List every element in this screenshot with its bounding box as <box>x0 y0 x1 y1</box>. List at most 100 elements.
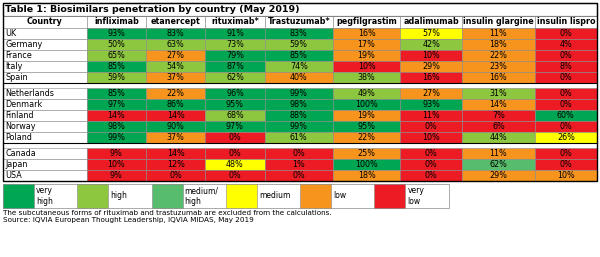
Text: 79%: 79% <box>226 51 244 60</box>
Text: 90%: 90% <box>167 122 185 131</box>
Text: Trastuzumab*: Trastuzumab* <box>268 17 330 26</box>
Text: 62%: 62% <box>226 73 244 82</box>
Text: 57%: 57% <box>422 29 440 38</box>
Text: 97%: 97% <box>226 122 244 131</box>
Text: low: low <box>333 191 346 200</box>
Bar <box>3 72 86 83</box>
Bar <box>463 88 535 99</box>
Text: 16%: 16% <box>422 73 440 82</box>
Bar <box>463 132 535 143</box>
Text: 11%: 11% <box>490 29 508 38</box>
Bar <box>146 148 205 159</box>
Bar <box>463 28 535 39</box>
Bar <box>400 99 463 110</box>
Text: 96%: 96% <box>226 89 244 98</box>
Bar <box>205 50 265 61</box>
Bar <box>333 50 400 61</box>
Bar <box>400 170 463 181</box>
Bar <box>535 88 597 99</box>
Text: Norway: Norway <box>5 122 35 131</box>
Text: 1%: 1% <box>292 160 305 169</box>
Text: Finland: Finland <box>5 111 34 120</box>
Bar <box>463 39 535 50</box>
Text: 65%: 65% <box>107 51 125 60</box>
Bar <box>146 99 205 110</box>
Text: pegfilgrastim: pegfilgrastim <box>336 17 397 26</box>
Text: 12%: 12% <box>167 160 185 169</box>
Bar <box>205 121 265 132</box>
Bar <box>205 110 265 121</box>
Bar <box>265 148 333 159</box>
Bar <box>3 99 86 110</box>
Bar <box>265 99 333 110</box>
Bar <box>463 50 535 61</box>
Bar <box>400 72 463 83</box>
Bar <box>463 99 535 110</box>
Bar <box>535 159 597 170</box>
Bar <box>333 39 400 50</box>
Bar <box>205 170 265 181</box>
Bar <box>400 121 463 132</box>
Text: 0%: 0% <box>559 29 572 38</box>
Text: 19%: 19% <box>358 51 376 60</box>
Bar <box>463 110 535 121</box>
Text: 31%: 31% <box>490 89 508 98</box>
Bar <box>400 148 463 159</box>
Text: very
low: very low <box>407 186 424 206</box>
Text: medium/
high: medium/ high <box>185 186 218 206</box>
Text: 44%: 44% <box>490 133 508 142</box>
Bar <box>3 184 34 208</box>
Bar <box>3 132 86 143</box>
Bar <box>205 159 265 170</box>
Bar <box>3 121 86 132</box>
Text: high: high <box>110 191 127 200</box>
Bar <box>205 148 265 159</box>
Bar <box>86 61 146 72</box>
Bar <box>3 28 86 39</box>
Bar <box>3 184 449 208</box>
Bar <box>333 132 400 143</box>
Bar <box>151 184 182 208</box>
Text: France: France <box>5 51 32 60</box>
Text: 18%: 18% <box>358 171 376 180</box>
Bar <box>265 159 333 170</box>
Bar <box>77 184 109 208</box>
Text: 83%: 83% <box>167 29 185 38</box>
Text: 85%: 85% <box>107 89 125 98</box>
Text: 50%: 50% <box>107 40 125 49</box>
Bar <box>463 148 535 159</box>
Text: 0%: 0% <box>229 171 241 180</box>
Bar <box>265 39 333 50</box>
Text: 0%: 0% <box>559 73 572 82</box>
Bar <box>146 50 205 61</box>
Bar <box>86 148 146 159</box>
Text: Table 1: Biosimilars penetration by country (May 2019): Table 1: Biosimilars penetration by coun… <box>5 5 299 14</box>
Bar <box>146 170 205 181</box>
Text: 63%: 63% <box>167 40 185 49</box>
Bar <box>205 16 265 28</box>
Bar <box>3 39 86 50</box>
Bar <box>463 159 535 170</box>
Bar <box>333 28 400 39</box>
Bar <box>400 159 463 170</box>
Text: 98%: 98% <box>290 100 308 109</box>
Text: 37%: 37% <box>167 73 185 82</box>
Bar <box>3 88 86 99</box>
Text: 16%: 16% <box>490 73 508 82</box>
Text: insulin lispro: insulin lispro <box>536 17 595 26</box>
Text: 27%: 27% <box>167 51 185 60</box>
Text: 14%: 14% <box>167 149 185 158</box>
Bar <box>400 50 463 61</box>
Text: UK: UK <box>5 29 16 38</box>
Bar <box>400 16 463 28</box>
Text: 59%: 59% <box>107 73 125 82</box>
Bar <box>463 16 535 28</box>
Bar <box>535 61 597 72</box>
Text: 91%: 91% <box>226 29 244 38</box>
Bar <box>205 28 265 39</box>
Bar <box>146 121 205 132</box>
Bar <box>535 110 597 121</box>
Bar <box>463 72 535 83</box>
Bar <box>535 132 597 143</box>
Bar <box>535 148 597 159</box>
